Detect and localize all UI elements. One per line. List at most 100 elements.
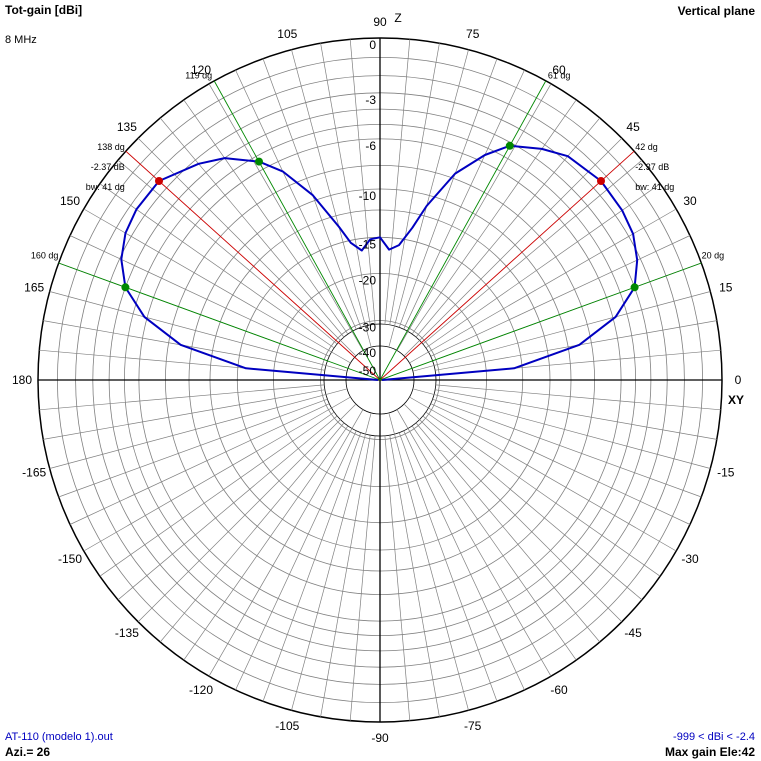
- grid-spoke: [415, 422, 601, 643]
- angle-tick-label: 150: [60, 194, 80, 208]
- angle-tick-label: 30: [683, 194, 697, 208]
- grid-spoke: [411, 425, 577, 661]
- marker-line: [379, 80, 547, 381]
- grid-spoke: [435, 384, 721, 411]
- marker-line: [379, 262, 702, 381]
- marker-line: [213, 80, 381, 381]
- marker-line: [125, 150, 381, 381]
- grid-spoke: [412, 291, 711, 372]
- radial-tick-label: -10: [359, 189, 377, 203]
- grid-spoke: [117, 415, 338, 601]
- angle-tick-label: -15: [717, 466, 735, 480]
- radial-tick-label: -30: [359, 321, 377, 335]
- grid-spoke: [425, 183, 661, 349]
- grid-spoke: [69, 235, 330, 357]
- grid-spoke: [409, 208, 677, 364]
- grid-spoke: [137, 403, 357, 623]
- angle-tick-label: -105: [275, 719, 299, 733]
- marker-label: bw: 41 dg: [635, 182, 674, 192]
- grid-spoke: [58, 398, 328, 498]
- grid-spoke: [412, 388, 711, 469]
- labels-layer: 0153045607590105120135150165180-165-150-…: [12, 11, 744, 745]
- grid-spoke: [425, 411, 661, 577]
- angle-tick-label: 45: [626, 120, 640, 134]
- radial-tick-label: 0: [369, 38, 376, 52]
- xy-axis-label: XY: [728, 393, 744, 407]
- grid-spoke: [389, 43, 440, 325]
- max-gain-label: Max gain Ele:42: [664, 745, 755, 759]
- marker-dot: [505, 141, 514, 150]
- grid-spoke: [411, 99, 577, 335]
- angle-tick-label: 0: [735, 373, 742, 387]
- angle-tick-label: -90: [371, 731, 389, 745]
- marker-label: bw: 41 dg: [86, 182, 125, 192]
- marker-line: [58, 262, 381, 381]
- angle-tick-label: 105: [277, 27, 297, 41]
- radial-tick-label: -50: [359, 364, 377, 378]
- angle-tick-label: -165: [22, 466, 46, 480]
- grid-spoke: [99, 183, 335, 349]
- radial-tick-label: -6: [365, 139, 376, 153]
- grid-spoke: [235, 69, 357, 330]
- pattern-trace: [120, 144, 639, 381]
- angle-tick-label: 75: [466, 27, 480, 41]
- grid-spoke: [49, 291, 348, 372]
- grid-spoke: [349, 435, 376, 721]
- grid-spoke: [389, 435, 440, 717]
- grid-spoke: [430, 403, 691, 525]
- angle-tick-label: 165: [24, 280, 44, 294]
- angle-tick-label: -45: [624, 626, 642, 640]
- grid-spoke: [432, 398, 702, 498]
- angle-tick-label: -60: [550, 683, 568, 697]
- grid-spoke: [422, 159, 643, 345]
- grid-spoke: [183, 99, 349, 335]
- grid-spoke: [349, 39, 376, 325]
- marker-label: -2.37 dB: [635, 162, 669, 172]
- grid-spoke: [137, 137, 357, 357]
- marker-label: 119 dg: [185, 70, 212, 80]
- grid-spoke: [398, 58, 498, 328]
- grid-spoke: [384, 435, 411, 721]
- grid-spoke: [396, 409, 552, 677]
- angle-tick-label: 120: [191, 63, 211, 77]
- grid-spoke: [320, 43, 371, 325]
- marker-label: 20 dg: [702, 250, 725, 260]
- marker-dot: [630, 283, 639, 292]
- grid-spoke: [398, 432, 498, 702]
- marker-label: 138 dg: [97, 142, 125, 152]
- file-name: AT-110 (modelo 1).out: [5, 731, 113, 743]
- radial-tick-label: -20: [359, 273, 377, 287]
- angle-tick-label: -135: [115, 626, 139, 640]
- angle-tick-label: -120: [189, 683, 213, 697]
- range-label: -999 < dBi < -2.4: [673, 731, 755, 743]
- header-left-title: Tot-gain [dBi]: [5, 3, 83, 17]
- grid-spoke: [403, 69, 525, 330]
- grid-spoke: [403, 137, 623, 357]
- angle-tick-label: -30: [681, 552, 699, 566]
- grid-spoke: [39, 384, 325, 411]
- pattern-layer: [58, 80, 702, 381]
- angle-tick-label: 60: [552, 63, 566, 77]
- radial-tick-label: -15: [359, 237, 377, 251]
- marker-dot: [255, 157, 263, 166]
- polar-grid: [37, 37, 723, 723]
- grid-spoke: [422, 415, 643, 601]
- grid-spoke: [83, 208, 351, 364]
- grid-spoke: [159, 422, 345, 643]
- angle-tick-label: 15: [719, 280, 733, 294]
- grid-spoke: [183, 425, 349, 661]
- grid-spoke: [388, 49, 469, 348]
- marker-label: -2.37 dB: [91, 162, 125, 172]
- azimuth-label: Azi.= 26: [5, 745, 51, 759]
- grid-spoke: [384, 39, 411, 325]
- marker-dot: [155, 177, 163, 185]
- z-axis-label: Z: [394, 11, 401, 25]
- grid-spoke: [262, 432, 362, 702]
- grid-spoke: [49, 388, 348, 469]
- grid-spoke: [403, 430, 525, 691]
- grid-spoke: [208, 83, 364, 351]
- grid-spoke: [430, 235, 691, 357]
- angle-tick-label: 90: [373, 15, 387, 29]
- angle-tick-label: 180: [12, 373, 32, 387]
